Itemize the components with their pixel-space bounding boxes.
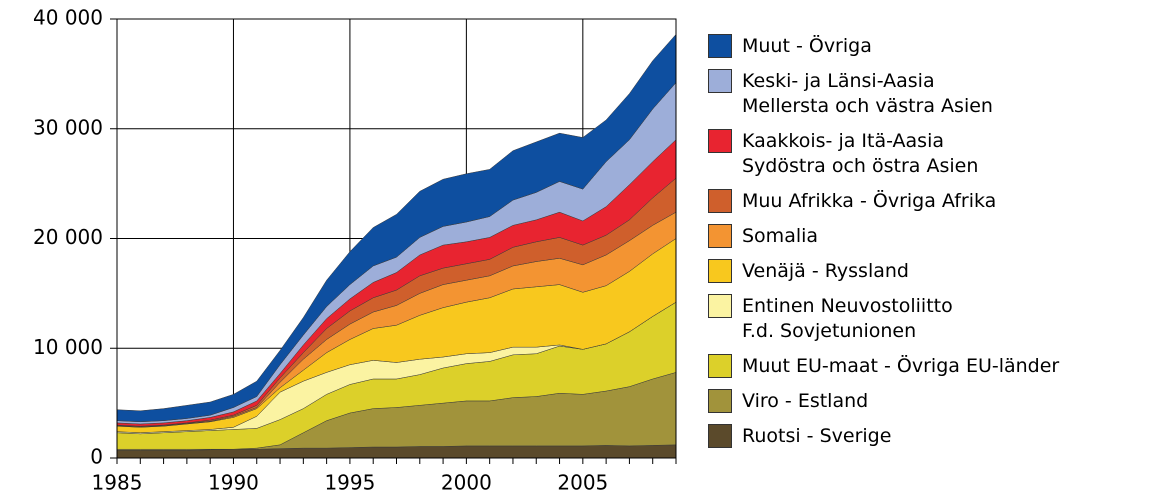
legend: Muut - Övriga Keski- ja Länsi-Aasia Melle… [708,34,1059,449]
legend-label: Kaakkois- ja Itä-Aasia Sydöstra och östr… [742,130,979,177]
legend-label: Somalia [742,225,819,247]
x-tick-label: 1990 [208,471,259,495]
legend-key [708,69,732,93]
legend-label: Muut EU-maat - Övriga EU-länder [742,355,1060,377]
legend-key [708,224,732,248]
legend-item: Somalia [708,224,1059,249]
y-tick-label: 20 000 [33,225,103,249]
x-tick-label: 2000 [441,471,492,495]
legend-key [708,354,732,378]
legend-item: Muut EU-maat - Övriga EU-länder [708,354,1059,379]
legend-item: Viro - Estland [708,389,1059,414]
legend-item: Keski- ja Länsi-Aasia Mellersta och väst… [708,69,1059,119]
legend-key [708,259,732,283]
legend-label: Muut - Övriga [742,35,872,57]
legend-label: Venäjä - Ryssland [742,260,909,282]
legend-key [708,424,732,448]
y-tick-label: 10 000 [33,335,103,359]
legend-label: Ruotsi - Sverige [742,425,892,447]
chart: 0 10 000 20 000 30 000 40 000 1985 1990 1995 200… [33,6,677,495]
legend-label: Keski- ja Länsi-Aasia Mellersta och väst… [742,70,993,117]
legend-key [708,34,732,58]
legend-key [708,389,732,413]
y-tick-label: 0 [90,445,103,469]
x-tick-label: 1995 [324,471,375,495]
legend-item: Muut - Övriga [708,34,1059,59]
y-tick-label: 40 000 [33,6,103,30]
x-tick-label: 2005 [557,471,608,495]
x-tick-label: 1985 [92,471,143,495]
legend-key [708,129,732,153]
legend-item: Entinen Neuvostoliitto F.d. Sovjetunione… [708,294,1059,344]
legend-label: Entinen Neuvostoliitto F.d. Sovjetunione… [742,295,953,342]
legend-item: Ruotsi - Sverige [708,424,1059,449]
legend-item: Muu Afrikka - Övriga Afrika [708,189,1059,214]
legend-item: Kaakkois- ja Itä-Aasia Sydöstra och östr… [708,129,1059,179]
legend-key [708,189,732,213]
legend-label: Viro - Estland [742,390,869,412]
areas [116,33,677,459]
y-tick-label: 30 000 [33,115,103,139]
legend-item: Venäjä - Ryssland [708,259,1059,284]
legend-key [708,294,732,318]
legend-label: Muu Afrikka - Övriga Afrika [742,190,997,212]
